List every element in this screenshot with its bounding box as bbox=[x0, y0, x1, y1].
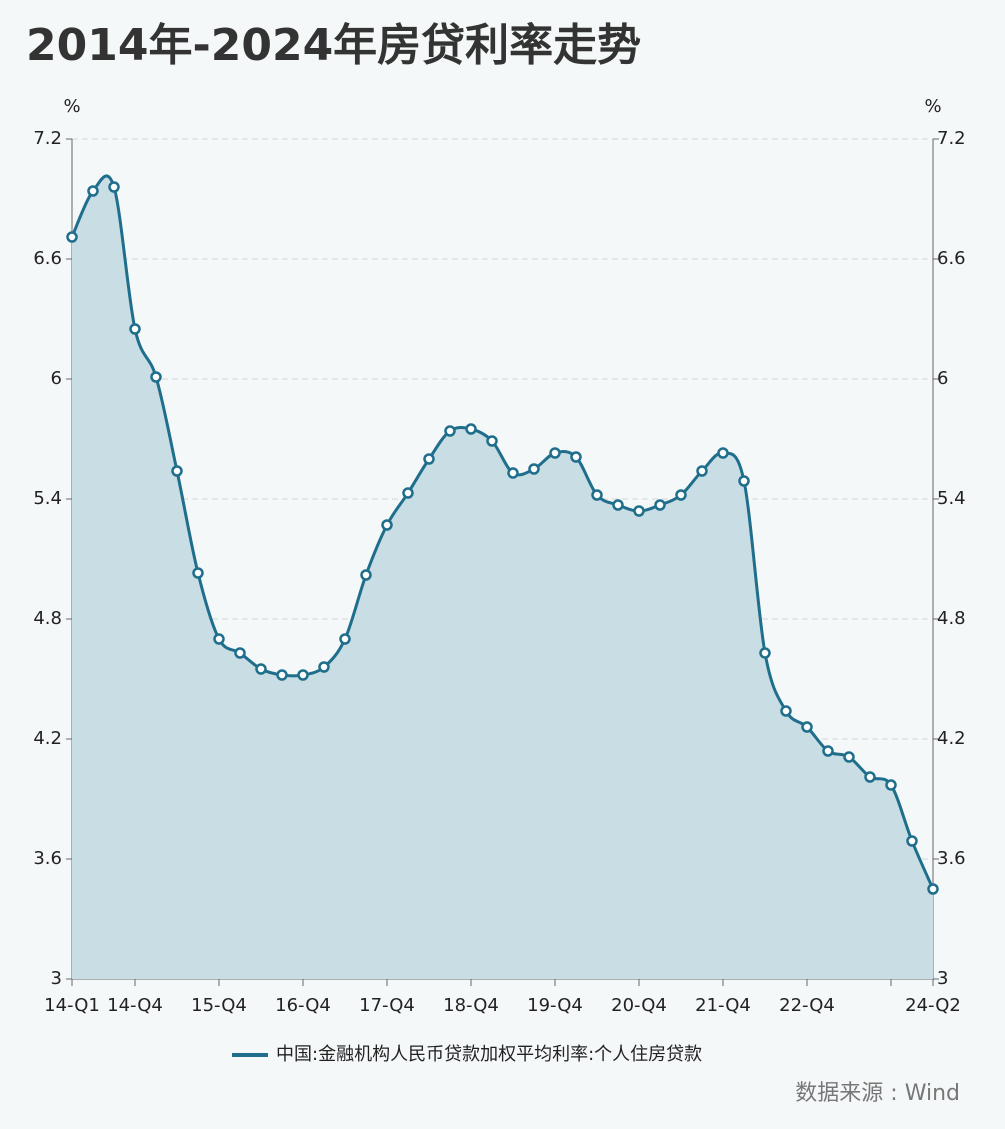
y-tick-label: 7.2 bbox=[33, 128, 62, 149]
point bbox=[612, 499, 624, 511]
point bbox=[885, 779, 897, 791]
point bbox=[822, 745, 834, 757]
point bbox=[654, 499, 666, 511]
point bbox=[801, 721, 813, 733]
point bbox=[528, 463, 540, 475]
point bbox=[276, 669, 288, 681]
x-tick-label: 19-Q4 bbox=[527, 995, 583, 1016]
point bbox=[696, 465, 708, 477]
x-tick-label: 14-Q1 bbox=[44, 995, 100, 1016]
y2-tick-label: 7.2 bbox=[937, 128, 966, 149]
point bbox=[717, 447, 729, 459]
point bbox=[213, 633, 225, 645]
x-tick-label: 22-Q4 bbox=[779, 995, 835, 1016]
point bbox=[402, 487, 414, 499]
chart-title: 2014年-2024年房贷利率走势 bbox=[26, 20, 641, 71]
point bbox=[129, 323, 141, 335]
y-tick-label: 4.2 bbox=[33, 728, 62, 749]
point bbox=[171, 465, 183, 477]
y2-tick-label: 6 bbox=[937, 368, 948, 389]
point bbox=[360, 569, 372, 581]
point bbox=[108, 181, 120, 193]
point bbox=[927, 883, 939, 895]
point bbox=[738, 475, 750, 487]
point bbox=[759, 647, 771, 659]
point bbox=[423, 453, 435, 465]
area bbox=[72, 175, 933, 980]
point bbox=[87, 185, 99, 197]
point bbox=[444, 425, 456, 437]
point bbox=[570, 451, 582, 463]
x-tick-label: 16-Q4 bbox=[275, 995, 331, 1016]
point bbox=[549, 447, 561, 459]
x-tick-label: 18-Q4 bbox=[443, 995, 499, 1016]
x-tick-label: 17-Q4 bbox=[359, 995, 415, 1016]
y2-tick-label: 3.6 bbox=[937, 848, 966, 869]
point bbox=[843, 751, 855, 763]
y-tick-label: 4.8 bbox=[33, 608, 62, 629]
y2-tick-label: 3 bbox=[937, 968, 948, 989]
point bbox=[591, 489, 603, 501]
x-tick-label: 20-Q4 bbox=[611, 995, 667, 1016]
point bbox=[66, 231, 78, 243]
point bbox=[339, 633, 351, 645]
y2-tick-label: 5.4 bbox=[937, 488, 966, 509]
x-tick-label: 14-Q4 bbox=[107, 995, 163, 1016]
point bbox=[465, 423, 477, 435]
y2-axis-label: % bbox=[924, 96, 941, 117]
point bbox=[381, 519, 393, 531]
y-tick-label: 3 bbox=[51, 968, 62, 989]
y2-tick-label: 4.2 bbox=[937, 728, 966, 749]
point bbox=[150, 371, 162, 383]
x-tick-label: 15-Q4 bbox=[191, 995, 247, 1016]
y-axis-label: % bbox=[63, 96, 80, 117]
point bbox=[318, 661, 330, 673]
source: 数据来源 : Wind bbox=[795, 1081, 960, 1106]
point bbox=[633, 505, 645, 517]
point bbox=[234, 647, 246, 659]
point bbox=[192, 567, 204, 579]
y-tick-label: 6.6 bbox=[33, 248, 62, 269]
y2-tick-label: 4.8 bbox=[937, 608, 966, 629]
point bbox=[675, 489, 687, 501]
y-tick-label: 5.4 bbox=[33, 488, 62, 509]
point bbox=[297, 669, 309, 681]
y-tick-label: 3.6 bbox=[33, 848, 62, 869]
x-tick-label: 24-Q2 bbox=[905, 995, 961, 1016]
y-tick-label: 6 bbox=[51, 368, 62, 389]
point bbox=[906, 835, 918, 847]
point bbox=[255, 663, 267, 675]
point bbox=[864, 771, 876, 783]
x-tick-label: 21-Q4 bbox=[695, 995, 751, 1016]
point bbox=[780, 705, 792, 717]
y2-tick-label: 6.6 bbox=[937, 248, 966, 269]
point bbox=[507, 467, 519, 479]
legend-label: 中国:金融机构人民币贷款加权平均利率:个人住房贷款 bbox=[276, 1044, 702, 1065]
point bbox=[486, 435, 498, 447]
